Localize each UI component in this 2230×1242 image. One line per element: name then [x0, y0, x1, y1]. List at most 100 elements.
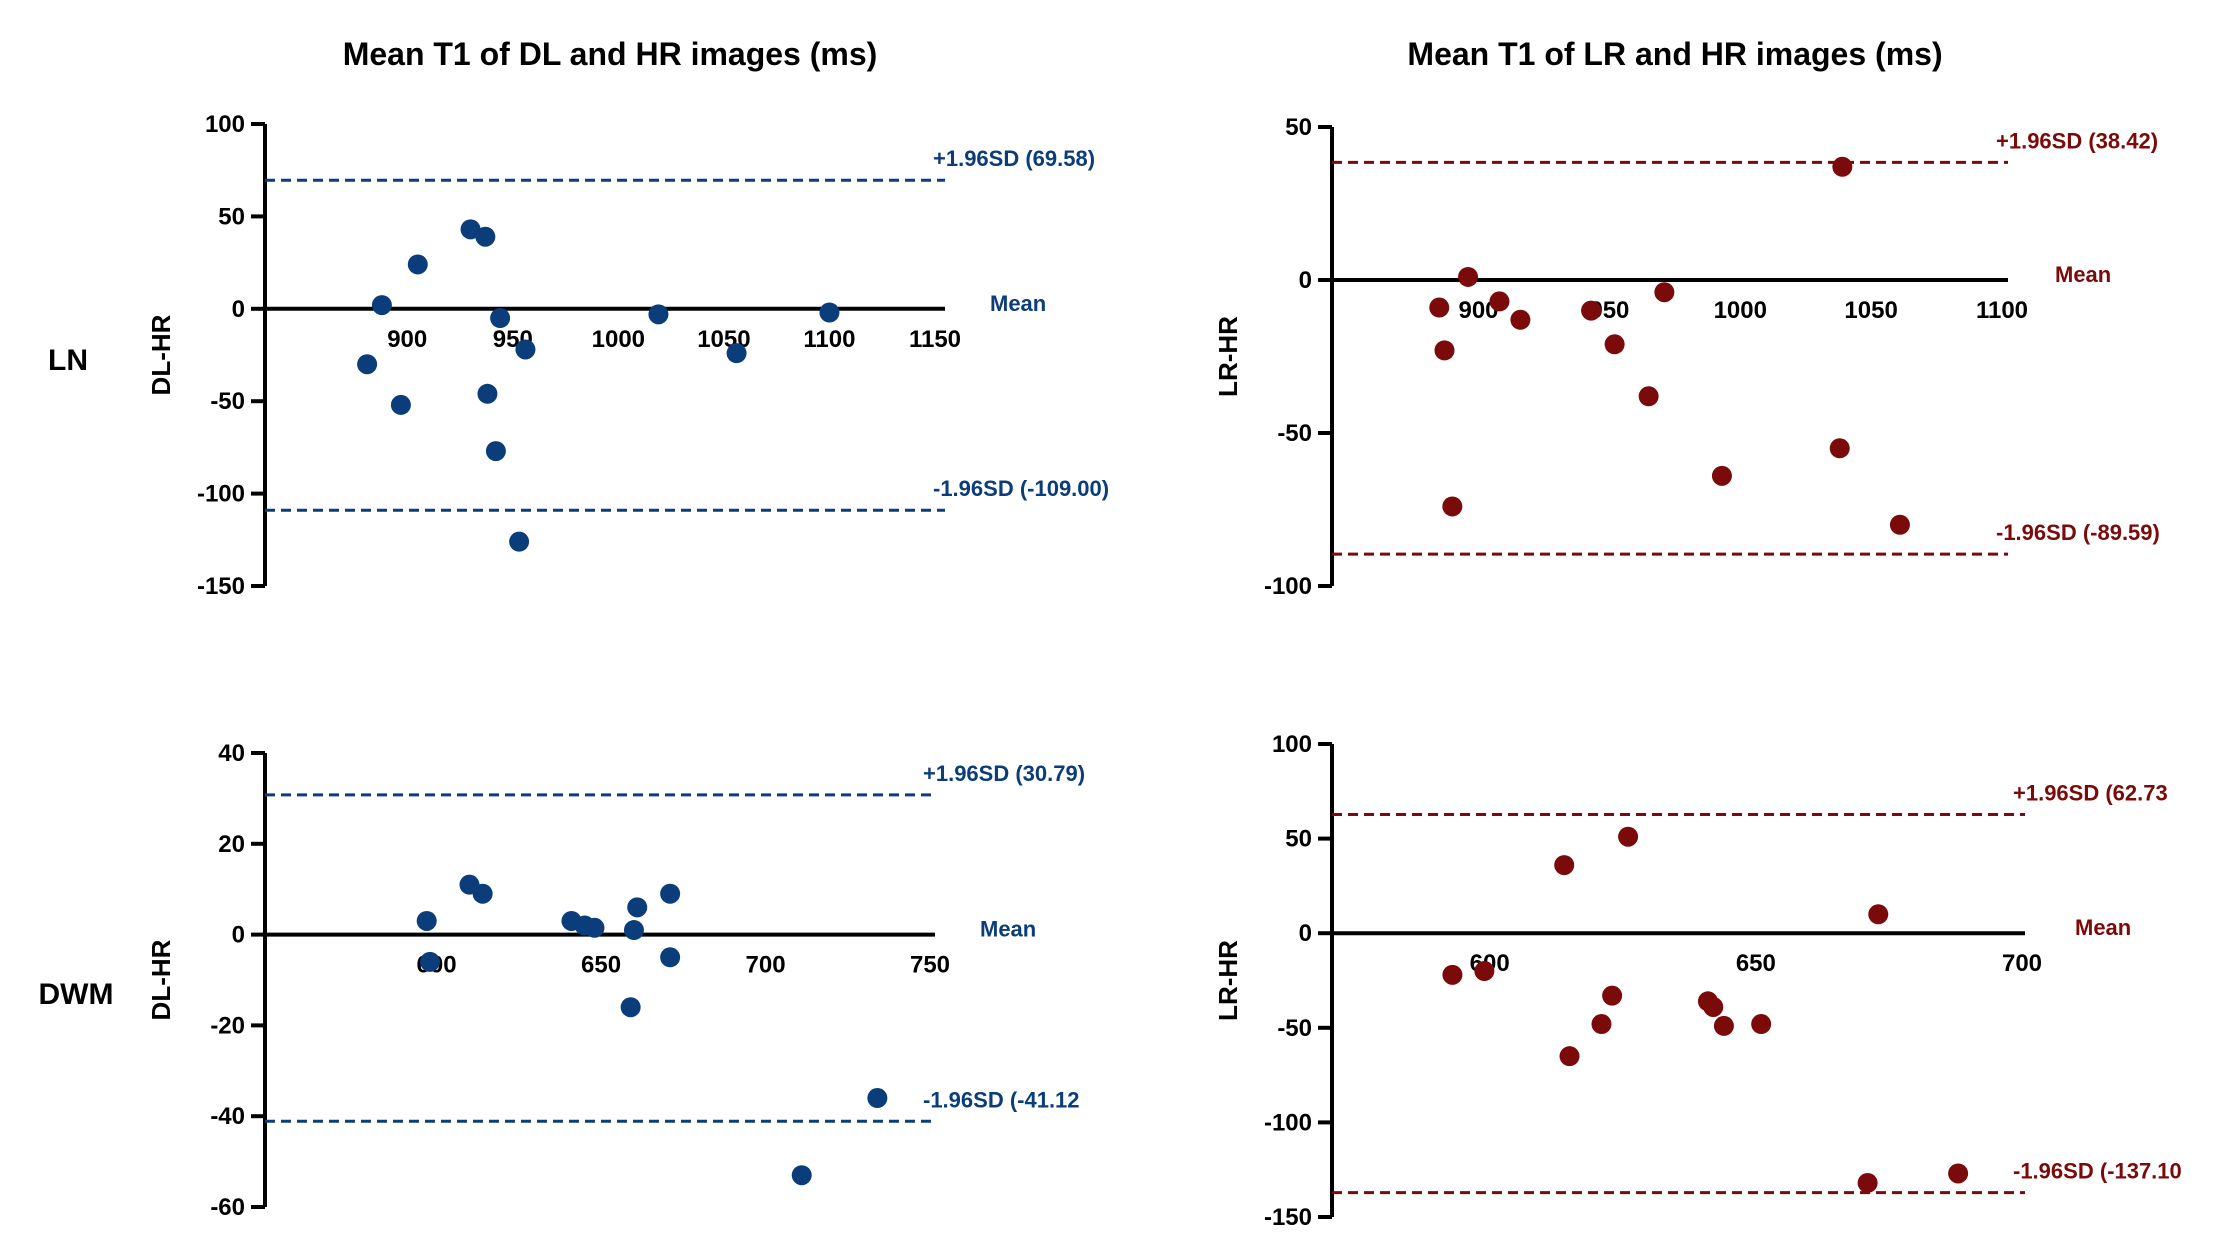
data-point: [1559, 1046, 1580, 1067]
x-tick-label: 1050: [1844, 297, 1897, 324]
data-point: [357, 354, 378, 375]
mean-label: Mean: [990, 291, 1046, 316]
column-title-lr: Mean T1 of LR and HR images (ms): [1407, 36, 1942, 72]
data-point: [627, 897, 648, 918]
data-point: [1591, 1014, 1612, 1035]
upper-limit-label: +1.96SD (38.42): [1996, 128, 2158, 153]
data-point: [416, 910, 437, 931]
mean-label: Mean: [2075, 915, 2131, 940]
data-point: [1751, 1014, 1772, 1035]
column-title-dl: Mean T1 of DL and HR images (ms): [343, 36, 878, 72]
y-tick-label: 50: [1285, 826, 1312, 853]
data-point: [407, 254, 428, 275]
data-point: [1832, 156, 1853, 177]
data-point: [1654, 282, 1675, 303]
data-point: [620, 997, 641, 1018]
data-point: [485, 441, 506, 462]
y-tick-label: 0: [1299, 920, 1312, 947]
data-point: [509, 531, 530, 552]
lower-limit-label: -1.96SD (-109.00): [933, 476, 1109, 501]
data-point: [1442, 496, 1463, 517]
data-point: [477, 383, 498, 404]
row-label-ln: LN: [48, 344, 88, 377]
data-point: [515, 339, 536, 360]
data-point: [660, 883, 681, 904]
data-point: [623, 920, 644, 941]
data-point: [791, 1165, 812, 1186]
data-point: [371, 295, 392, 316]
data-point: [1857, 1172, 1878, 1193]
data-point: [490, 308, 511, 329]
data-point: [1442, 964, 1463, 985]
data-point: [1474, 961, 1495, 982]
y-tick-label: 50: [218, 203, 245, 230]
data-point: [1889, 514, 1910, 535]
data-point: [1703, 996, 1724, 1017]
x-tick-label: 700: [2002, 950, 2042, 977]
y-tick-label: -50: [1277, 420, 1312, 447]
y-axis-title: LR-HR: [1213, 940, 1243, 1021]
data-point: [867, 1088, 888, 1109]
lower-limit-label: -1.96SD (-89.59): [1996, 520, 2160, 545]
y-tick-label: -50: [1277, 1015, 1312, 1042]
lower-limit-label: -1.96SD (-137.10: [2013, 1159, 2182, 1184]
data-point: [1713, 1015, 1734, 1036]
lower-limit-label: -1.96SD (-41.12: [923, 1087, 1080, 1112]
data-point: [475, 226, 496, 247]
data-point: [390, 394, 411, 415]
x-tick-label: 750: [910, 952, 950, 979]
data-point: [1429, 297, 1450, 318]
mean-label: Mean: [980, 917, 1036, 942]
x-tick-label: 650: [1736, 950, 1776, 977]
y-tick-label: -20: [210, 1012, 245, 1039]
x-tick-label: 650: [581, 952, 621, 979]
data-point: [648, 304, 669, 325]
data-point: [1618, 826, 1639, 847]
x-tick-label: 700: [746, 952, 786, 979]
y-tick-label: 50: [1285, 114, 1312, 141]
data-point: [1948, 1163, 1969, 1184]
data-point: [1458, 266, 1479, 287]
data-point: [819, 302, 840, 323]
x-tick-label: 1100: [803, 326, 855, 353]
data-point: [1638, 386, 1659, 407]
y-axis-title: DL-HR: [146, 939, 176, 1020]
data-point: [660, 947, 681, 968]
data-point: [1604, 334, 1625, 355]
data-point: [460, 219, 481, 240]
data-point: [1434, 340, 1455, 361]
y-tick-label: -100: [1264, 573, 1312, 600]
data-point: [584, 917, 605, 938]
y-tick-label: 100: [1272, 731, 1312, 758]
y-tick-label: -50: [210, 388, 245, 415]
x-tick-label: 900: [387, 326, 427, 353]
y-tick-label: -100: [197, 481, 245, 508]
y-tick-label: 20: [218, 831, 245, 858]
y-axis-title: LR-HR: [1213, 316, 1243, 397]
data-point: [726, 343, 747, 364]
data-point: [1554, 855, 1575, 876]
y-tick-label: -150: [1264, 1204, 1312, 1231]
data-point: [1581, 300, 1602, 321]
y-tick-label: 0: [232, 922, 245, 949]
x-tick-label: 1100: [1976, 297, 2028, 324]
y-axis-title: DL-HR: [146, 314, 176, 395]
y-tick-label: -150: [197, 573, 245, 600]
y-tick-label: -40: [210, 1103, 245, 1130]
data-point: [1868, 904, 1889, 925]
data-point: [1602, 985, 1623, 1006]
x-tick-label: 1000: [1714, 297, 1767, 324]
y-tick-label: -60: [210, 1194, 245, 1221]
upper-limit-label: +1.96SD (69.58): [933, 146, 1095, 171]
y-tick-label: 100: [205, 111, 245, 138]
data-point: [1711, 465, 1732, 486]
x-tick-label: 1150: [909, 326, 961, 353]
upper-limit-label: +1.96SD (30.79): [923, 761, 1085, 786]
x-tick-label: 1000: [592, 326, 645, 353]
mean-label: Mean: [2055, 262, 2111, 287]
